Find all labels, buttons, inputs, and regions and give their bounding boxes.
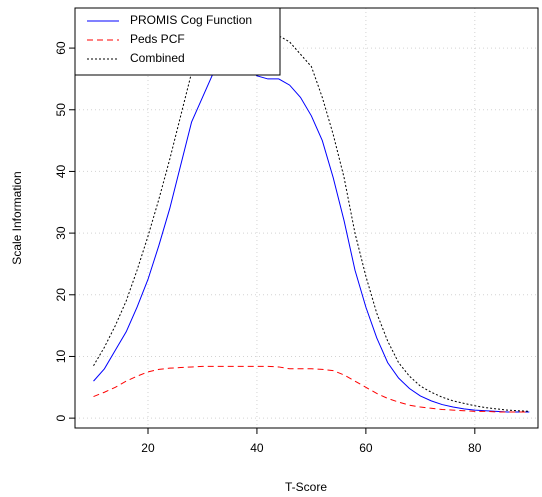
plot-box <box>74 7 539 429</box>
x-tick-label: 60 <box>359 441 373 455</box>
x-tick-label: 80 <box>468 441 482 455</box>
x-axis-label: T-Score <box>285 480 327 494</box>
series-line <box>93 56 530 413</box>
y-tick-label: 0 <box>54 414 68 421</box>
y-tick-label: 10 <box>54 349 68 363</box>
series-line <box>93 13 530 412</box>
legend-label: Combined <box>130 51 185 65</box>
legend-label: PROMIS Cog Function <box>130 13 252 27</box>
y-tick-label: 50 <box>54 103 68 117</box>
legend-label: Peds PCF <box>130 32 185 46</box>
y-tick-label: 20 <box>54 288 68 302</box>
series-line <box>93 365 530 413</box>
y-tick-label: 60 <box>54 41 68 55</box>
x-tick-label: 40 <box>250 441 264 455</box>
y-tick-label: 40 <box>54 164 68 178</box>
x-tick-label: 20 <box>141 441 155 455</box>
y-tick-label: 30 <box>54 226 68 240</box>
legend-box <box>74 7 281 76</box>
y-axis-label: Scale Information <box>10 171 24 264</box>
